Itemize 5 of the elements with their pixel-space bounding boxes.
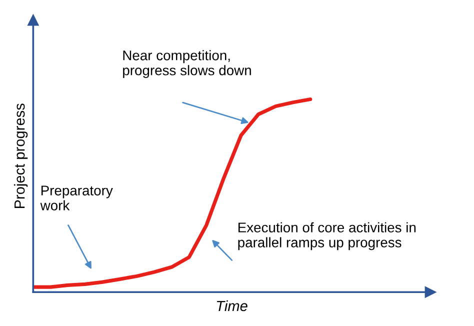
text: Near competition, progress slows down — [123, 50, 251, 78]
x-axis-title: Time — [216, 300, 248, 312]
annotation: Execution of core activities in parallel ramps up progress — [238, 222, 416, 250]
annotation: Preparatory work — [40, 186, 113, 210]
y-axis-title: Project progress — [14, 104, 28, 208]
